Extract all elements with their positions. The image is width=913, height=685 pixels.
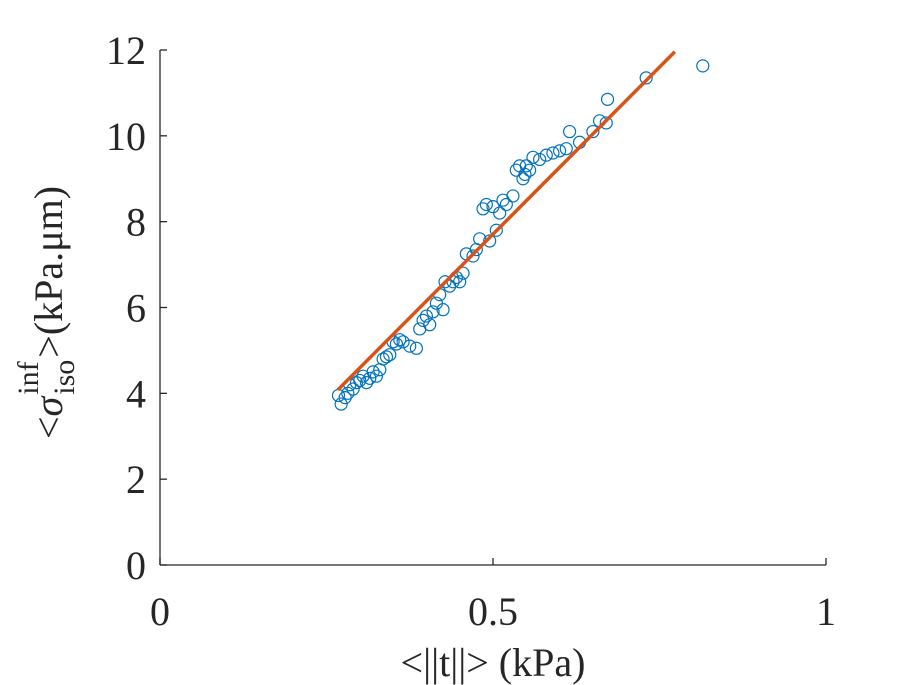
scatter-point bbox=[479, 197, 493, 212]
scatter-point bbox=[403, 339, 417, 353]
scatter-point bbox=[359, 376, 374, 390]
scatter-point bbox=[526, 150, 540, 164]
scatter-point bbox=[379, 350, 394, 364]
scatter-point bbox=[599, 116, 613, 130]
y-tick-label: 12 bbox=[106, 28, 146, 73]
scatter-point bbox=[586, 124, 600, 139]
scatter-point bbox=[499, 197, 513, 212]
scatter-point bbox=[409, 341, 424, 355]
scatter-point bbox=[489, 223, 503, 237]
y-tick-label: 2 bbox=[126, 457, 146, 502]
scatter-point bbox=[369, 369, 384, 383]
scatter-point bbox=[383, 348, 397, 362]
scatter-point bbox=[363, 371, 377, 385]
scatter-point bbox=[476, 202, 490, 216]
scatter-point bbox=[552, 144, 567, 158]
scatter-point bbox=[519, 159, 533, 173]
scatter-point bbox=[696, 59, 710, 73]
scatter-point bbox=[396, 335, 410, 349]
scatter-point bbox=[416, 313, 430, 327]
fit-line bbox=[336, 50, 677, 392]
x-axis-label: <||t||> (kPa) bbox=[401, 640, 586, 685]
scatter-point bbox=[546, 146, 560, 160]
y-tick-label: 10 bbox=[106, 114, 146, 159]
scatter-point bbox=[473, 232, 487, 246]
scatter-point bbox=[353, 373, 367, 388]
scatter-point bbox=[366, 365, 380, 379]
scatter-point bbox=[393, 333, 407, 347]
scatter-point bbox=[600, 92, 615, 106]
y-tick-label: 4 bbox=[126, 371, 146, 416]
scatter-point bbox=[438, 275, 452, 289]
scatter-point bbox=[453, 275, 467, 289]
x-tick-label: 1 bbox=[816, 589, 836, 634]
scatter-point bbox=[483, 234, 497, 248]
y-label-part: < bbox=[26, 416, 71, 439]
scatter-point bbox=[423, 318, 437, 332]
scatter-point bbox=[518, 167, 532, 182]
y-label-part: >(kPa.μm) bbox=[26, 186, 71, 358]
scatter-point bbox=[639, 71, 653, 85]
scatter-point bbox=[346, 382, 360, 396]
scatter-point bbox=[334, 397, 348, 411]
scatter-point bbox=[559, 142, 573, 156]
scatter-point bbox=[376, 352, 390, 366]
y-tick-label: 6 bbox=[126, 286, 146, 331]
scatter-point bbox=[426, 305, 440, 319]
scatter-point bbox=[562, 124, 577, 139]
scatter-point bbox=[436, 303, 450, 317]
y-label-subscript: iso bbox=[48, 360, 81, 395]
scatter-point bbox=[506, 189, 520, 203]
x-tick-label: 0.5 bbox=[468, 589, 518, 634]
y-label-symbol: σ bbox=[26, 395, 71, 416]
x-tick-label: 0 bbox=[150, 589, 170, 634]
y-tick-label: 0 bbox=[126, 543, 146, 588]
scatter-point bbox=[466, 249, 480, 263]
scatter-point bbox=[493, 206, 507, 220]
scatter-point bbox=[419, 309, 433, 323]
scatter-point bbox=[456, 266, 470, 280]
scatter-point bbox=[533, 152, 547, 167]
scatter-point bbox=[539, 148, 553, 162]
scatter-point bbox=[523, 163, 537, 177]
y-tick-label: 8 bbox=[126, 200, 146, 245]
scatter-point bbox=[389, 337, 404, 351]
y-label-superscript: inf bbox=[12, 361, 45, 394]
